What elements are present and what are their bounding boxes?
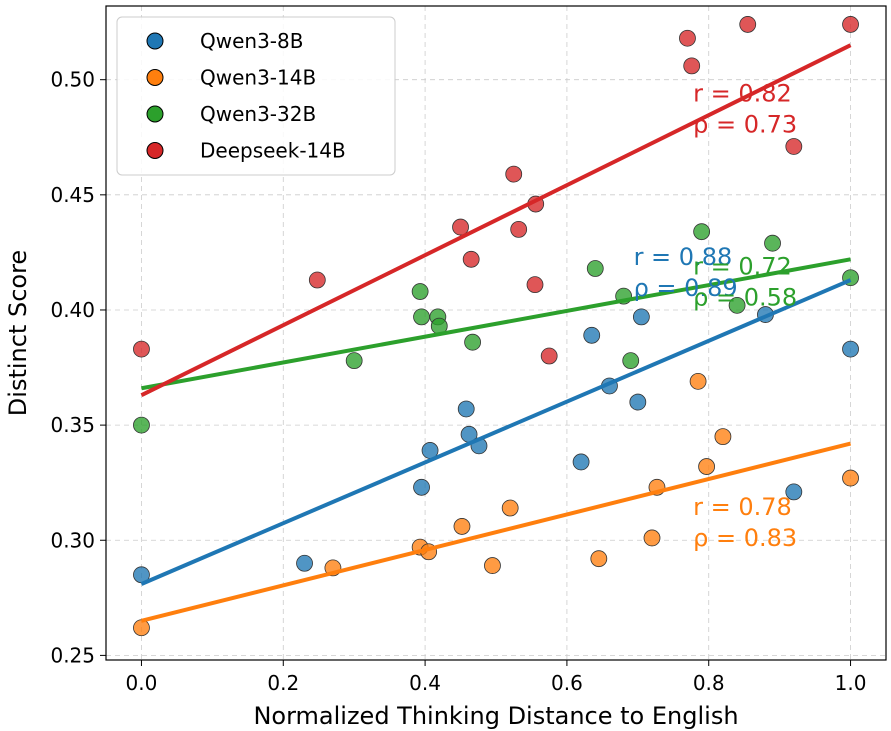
fit-lines: [140, 43, 852, 623]
data-point: [308, 271, 326, 289]
data-point: [643, 529, 661, 547]
data-point: [413, 478, 430, 496]
data-point: [842, 469, 859, 487]
data-point: [739, 16, 757, 33]
data-point: [345, 352, 363, 370]
spearman-rho-label: ρ = 0.89: [634, 274, 738, 302]
data-point: [526, 276, 544, 294]
data-point: [457, 400, 475, 418]
correlation-annotations: r = 0.88 ρ = 0.89 r = 0.78 ρ = 0.83 r = 0.72…: [634, 80, 798, 552]
fit-line: [141, 257, 851, 391]
y-tick-label: 0.45: [50, 183, 95, 207]
data-point: [133, 340, 150, 358]
data-point: [586, 260, 604, 277]
legend-marker: [146, 105, 164, 123]
legend-box: [116, 16, 396, 176]
data-point: [842, 16, 859, 33]
correlation-annotation: r = 0.82 ρ = 0.73: [693, 80, 797, 139]
data-point: [785, 483, 803, 501]
data-point: [842, 340, 859, 358]
x-tick-label: 0.0: [126, 671, 158, 695]
legend-label: Qwen3-14B: [200, 66, 316, 90]
data-point: [689, 372, 707, 390]
legend-label: Qwen3-8B: [200, 29, 303, 53]
correlation-annotation: r = 0.72 ρ = 0.58: [693, 252, 797, 311]
data-points: [133, 16, 859, 637]
x-tick-label: 0.2: [267, 671, 299, 695]
y-tick-label: 0.35: [50, 413, 95, 437]
spearman-rho-label: ρ = 0.58: [693, 283, 797, 311]
data-point: [133, 416, 150, 434]
pearson-r-label: r = 0.78: [693, 493, 792, 521]
data-point: [296, 554, 313, 572]
legend-marker: [146, 32, 164, 50]
data-point: [629, 393, 647, 411]
data-point: [698, 458, 715, 475]
data-point: [622, 352, 640, 370]
legend-marker: [146, 142, 164, 159]
legend: Qwen3-8B Qwen3-14B Qwen3-32B Deepseek-14B: [116, 16, 396, 176]
data-point: [679, 29, 696, 47]
legend-label: Deepseek-14B: [200, 139, 346, 163]
correlation-annotation: r = 0.78 ρ = 0.83: [693, 493, 797, 552]
spearman-rho-label: ρ = 0.83: [693, 524, 797, 552]
data-point: [583, 326, 601, 344]
y-tick-label: 0.50: [50, 68, 95, 92]
data-point: [510, 220, 528, 238]
x-tick-label: 1.0: [835, 671, 867, 695]
fit-line: [140, 278, 852, 586]
x-tick-label: 0.6: [551, 671, 583, 695]
data-point: [133, 619, 150, 637]
y-axis-ticks: 0.25 0.30 0.35 0.40 0.45 0.50: [50, 68, 106, 667]
data-point: [453, 518, 471, 535]
pearson-r-label: r = 0.72: [693, 252, 792, 280]
data-point: [728, 296, 746, 314]
data-point: [590, 550, 608, 568]
pearson-r-label: r = 0.82: [693, 80, 792, 108]
spearman-rho-label: ρ = 0.73: [693, 111, 797, 139]
data-point: [413, 308, 430, 326]
data-point: [764, 234, 781, 252]
y-tick-label: 0.40: [50, 298, 95, 322]
y-axis-label: Distinct Score: [4, 250, 32, 416]
data-point: [505, 165, 523, 183]
data-point: [484, 557, 501, 574]
pearson-r-label: r = 0.88: [634, 243, 733, 271]
fit-line: [140, 441, 852, 623]
plot-frame: [105, 5, 887, 661]
data-point: [540, 347, 558, 365]
legend-label: Qwen3-32B: [200, 102, 316, 126]
data-point: [714, 428, 732, 446]
data-point: [501, 499, 519, 517]
x-tick-label: 0.4: [409, 671, 441, 695]
y-tick-label: 0.25: [50, 643, 95, 667]
fit-line: [140, 43, 852, 397]
data-point: [464, 333, 482, 351]
correlation-annotation: r = 0.88 ρ = 0.89: [634, 243, 738, 302]
data-point: [572, 453, 590, 471]
y-tick-label: 0.30: [50, 528, 95, 552]
data-point: [462, 250, 480, 268]
x-axis-ticks: 0.0 0.2 0.4 0.6 0.8 1.0: [126, 660, 867, 695]
data-point: [683, 57, 701, 75]
data-point: [632, 308, 650, 326]
legend-marker: [146, 69, 164, 86]
x-tick-label: 0.8: [693, 671, 725, 695]
data-point: [785, 138, 803, 155]
data-point: [411, 283, 429, 300]
data-point: [693, 223, 711, 241]
data-point: [452, 218, 469, 236]
x-axis-label: Normalized Thinking Distance to English: [253, 702, 738, 730]
